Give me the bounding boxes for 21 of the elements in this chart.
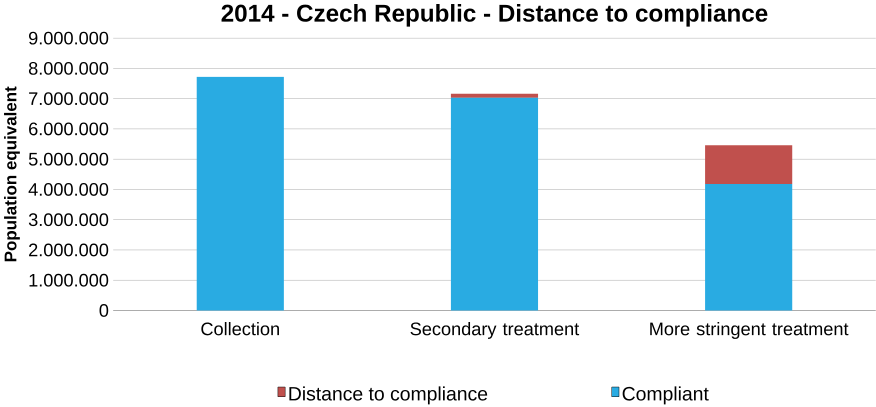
y-tick-label: 5.000.000 xyxy=(28,152,108,166)
y-tick-label: 0 xyxy=(100,304,108,317)
x-tick-label: More stringent treatment xyxy=(650,322,848,339)
x-tick-label: Secondary treatment xyxy=(410,322,580,339)
bar xyxy=(705,145,792,184)
y-tick-label: 3.000.000 xyxy=(28,213,108,226)
y-tick-label: 1.000.000 xyxy=(30,274,108,287)
legend-label: Compliant xyxy=(622,386,709,404)
y-tick-label: 8.000.000 xyxy=(28,62,108,75)
y-tick-label: 7.000.000 xyxy=(29,92,108,106)
y-tick-label: 2.000.000 xyxy=(29,244,108,256)
bar xyxy=(705,184,792,310)
y-tick-label: 9.000.000 xyxy=(29,32,108,45)
legend-label: Distance to compliance xyxy=(289,386,488,404)
bar xyxy=(450,98,538,310)
y-axis-title: Population equivalent xyxy=(4,86,20,262)
bar xyxy=(196,76,284,310)
x-tick-label: Collection xyxy=(201,322,279,336)
y-tick-label: 6.000.000 xyxy=(29,122,108,136)
chart-title: 2014 - Czech Republic - Distance to compliance xyxy=(222,4,768,27)
y-tick-label: 4.000.000 xyxy=(28,182,108,196)
